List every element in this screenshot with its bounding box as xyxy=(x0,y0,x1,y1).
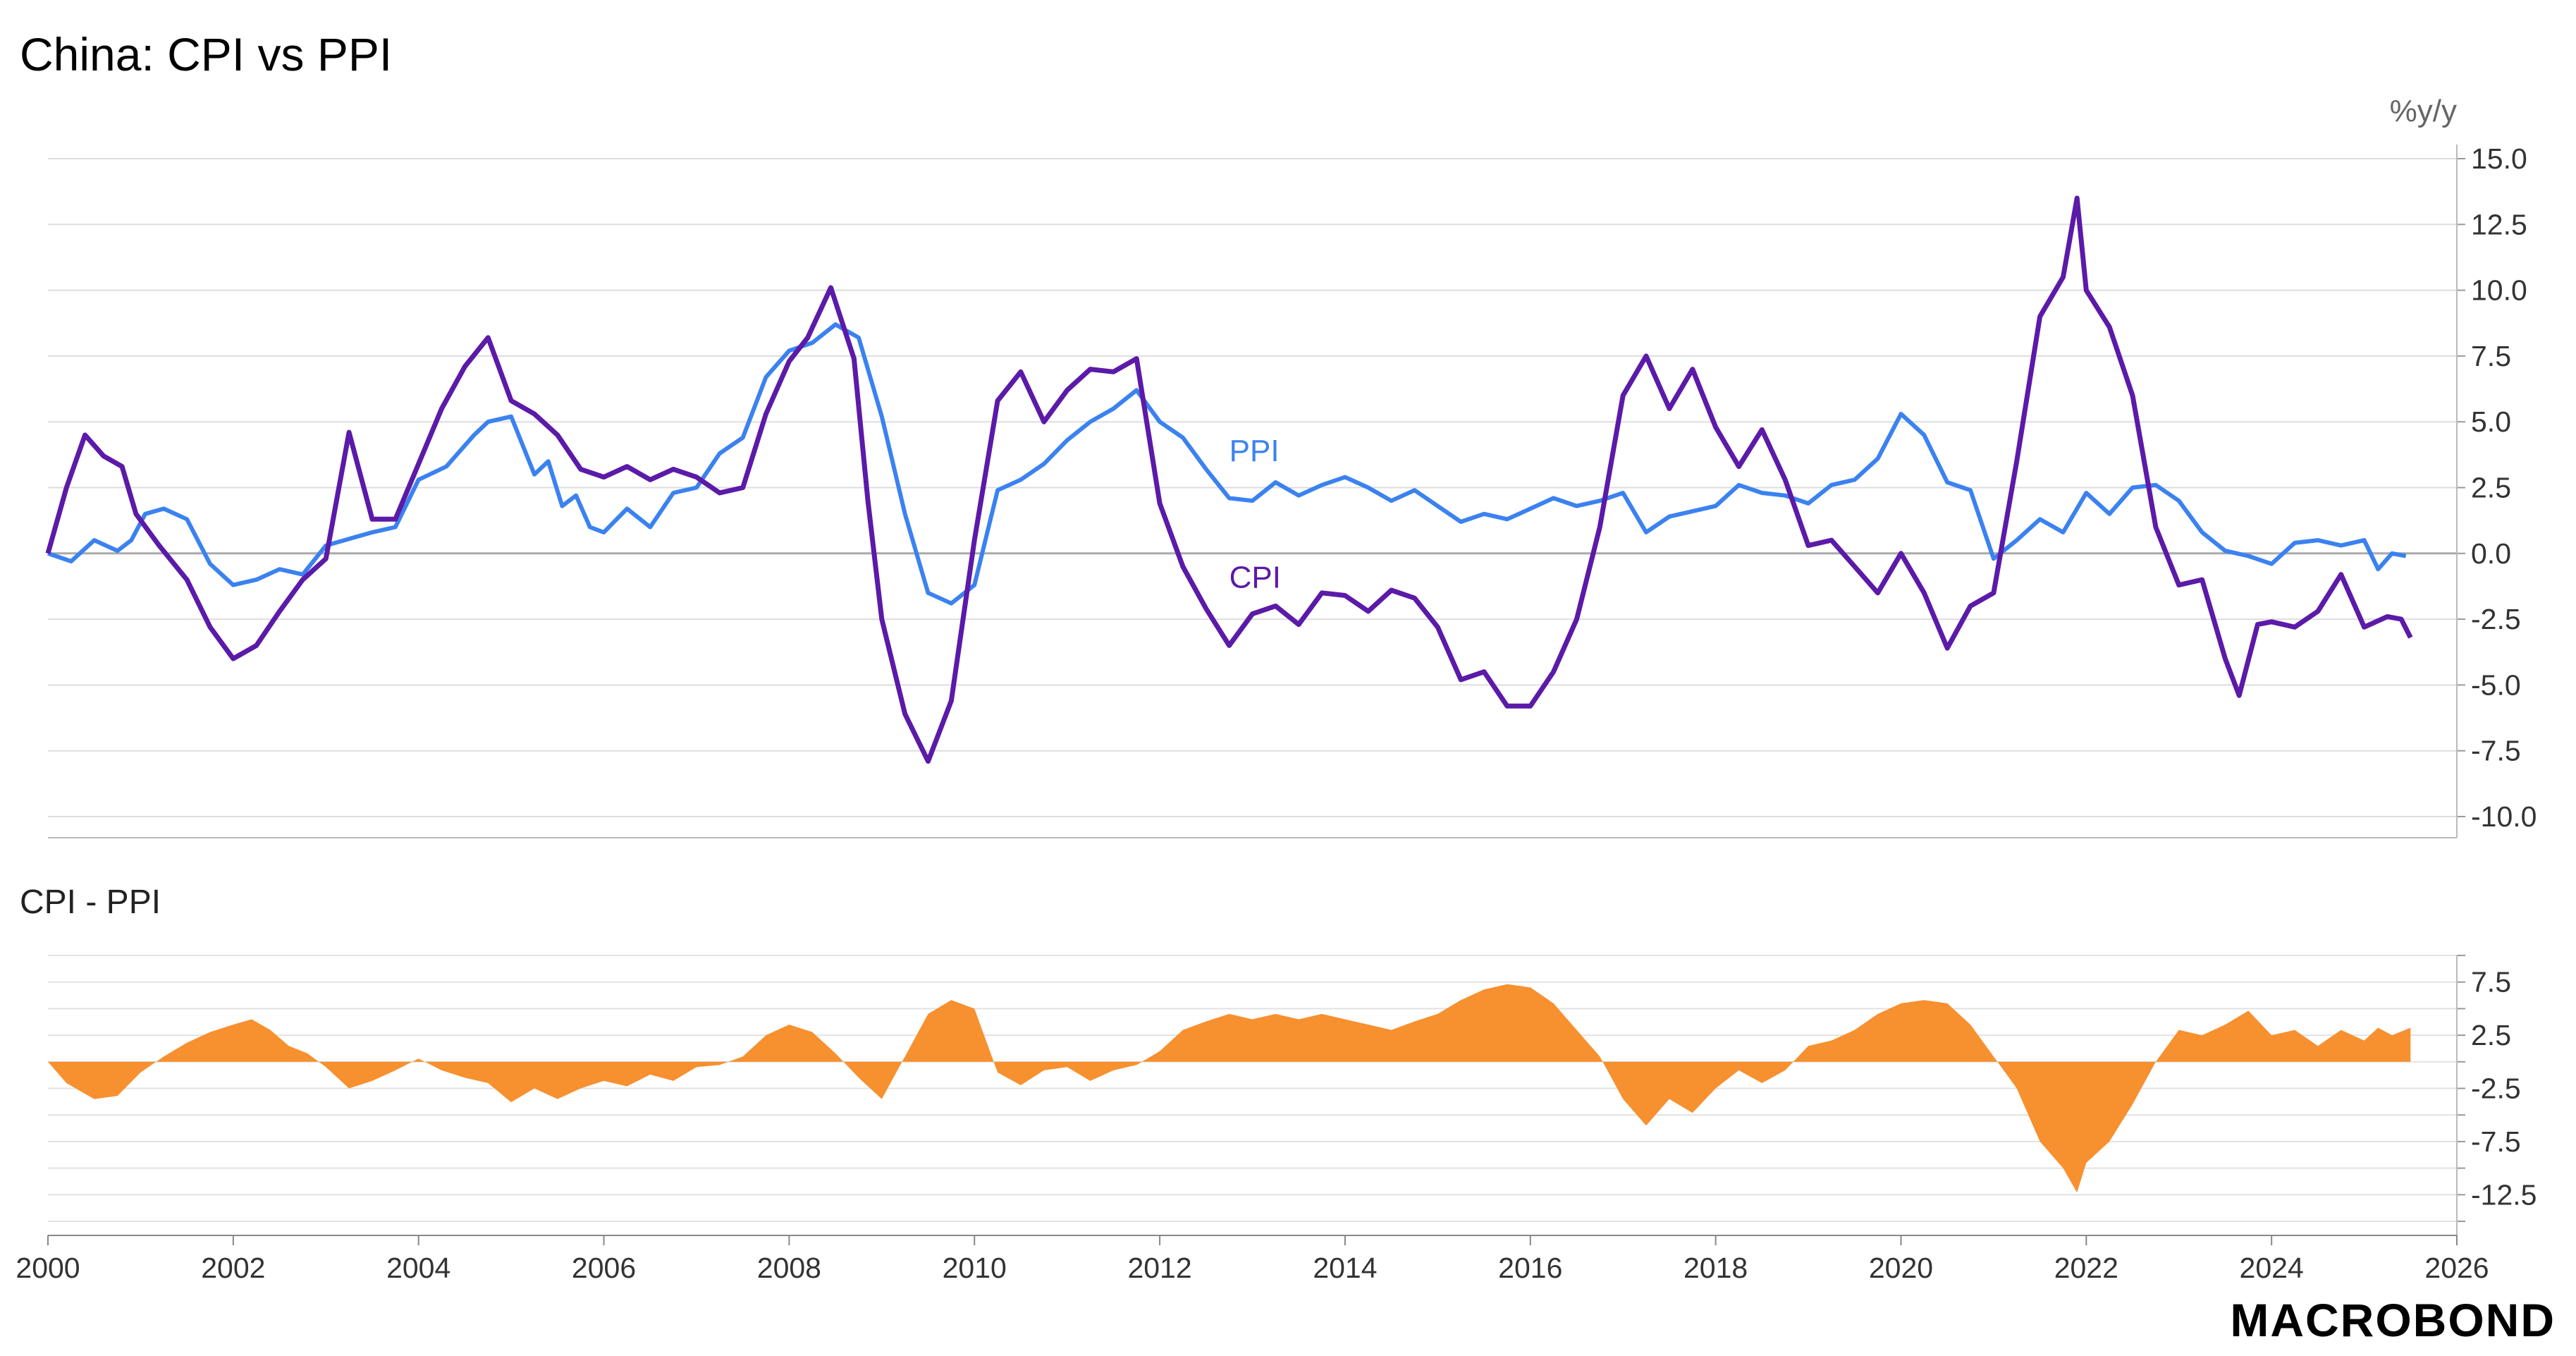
x-tick-label: 2002 xyxy=(201,1252,265,1284)
x-tick-label: 2026 xyxy=(2424,1252,2489,1284)
y-tick-label: -2.5 xyxy=(2471,1073,2521,1105)
y-tick-label: 0.0 xyxy=(2471,537,2511,570)
unit-label: %y/y xyxy=(2390,94,2457,128)
x-axis: 2000 2002 2004 2006 2008 2010 2012 2014 2016 2018… xyxy=(16,1235,2489,1284)
x-tick-label: 2006 xyxy=(572,1252,636,1284)
top-grid xyxy=(48,158,2457,817)
y-tick-label: 12.5 xyxy=(2471,208,2527,240)
y-tick-label: 2.5 xyxy=(2471,1019,2511,1051)
spread-subtitle: CPI - PPI xyxy=(20,884,161,921)
y-tick-label: -7.5 xyxy=(2471,735,2521,767)
x-tick-label: 2014 xyxy=(1313,1252,1377,1284)
x-tick-label: 2010 xyxy=(943,1252,1007,1284)
series-line-ppi xyxy=(47,322,2407,606)
y-tick-label: -10.0 xyxy=(2471,800,2537,833)
logo-text: MACROBOND xyxy=(2230,1294,2556,1346)
x-tick-label: 2012 xyxy=(1127,1252,1191,1284)
y-tick-label: 15.0 xyxy=(2471,142,2527,175)
x-tick-label: 2018 xyxy=(1683,1252,1748,1284)
ppi-series-label: PPI xyxy=(1229,434,1280,468)
y-tick-label: -5.0 xyxy=(2471,668,2521,701)
y-tick-label: 5.0 xyxy=(2471,405,2511,438)
chart-title: China: CPI vs PPI xyxy=(20,28,392,80)
series-line-cpi xyxy=(45,195,2413,764)
bottom-series xyxy=(48,984,2411,1193)
y-tick-label: -7.5 xyxy=(2471,1125,2521,1158)
y-tick-label: -2.5 xyxy=(2471,603,2521,635)
y-tick-label: 10.0 xyxy=(2471,274,2527,307)
top-y-axis: 15.0 12.5 10.0 7.5 5.0 2.5 0.0 -2.5 -5.0 -7.5 -10.… xyxy=(48,142,2537,838)
x-tick-label: 2004 xyxy=(386,1252,450,1284)
cpi-series-label: CPI xyxy=(1229,560,1281,594)
y-tick-label: 7.5 xyxy=(2471,340,2511,372)
top-series: PPI CPI xyxy=(45,195,2413,764)
y-tick-label: 2.5 xyxy=(2471,472,2511,504)
x-tick-label: 2022 xyxy=(2054,1252,2118,1284)
y-tick-label: 7.5 xyxy=(2471,966,2511,998)
x-tick-label: 2024 xyxy=(2240,1252,2304,1284)
spread-area xyxy=(48,984,2411,1193)
y-tick-label: -12.5 xyxy=(2471,1178,2537,1211)
bottom-y-axis: 7.5 2.5 -2.5 -7.5 -12.5 xyxy=(2456,955,2537,1235)
x-tick-label: 2008 xyxy=(757,1252,821,1284)
macrobond-logo: MACROBOND xyxy=(2230,1294,2556,1346)
x-tick-label: 2016 xyxy=(1498,1252,1562,1284)
x-tick-label: 2000 xyxy=(16,1252,80,1284)
x-tick-label: 2020 xyxy=(1869,1252,1933,1284)
